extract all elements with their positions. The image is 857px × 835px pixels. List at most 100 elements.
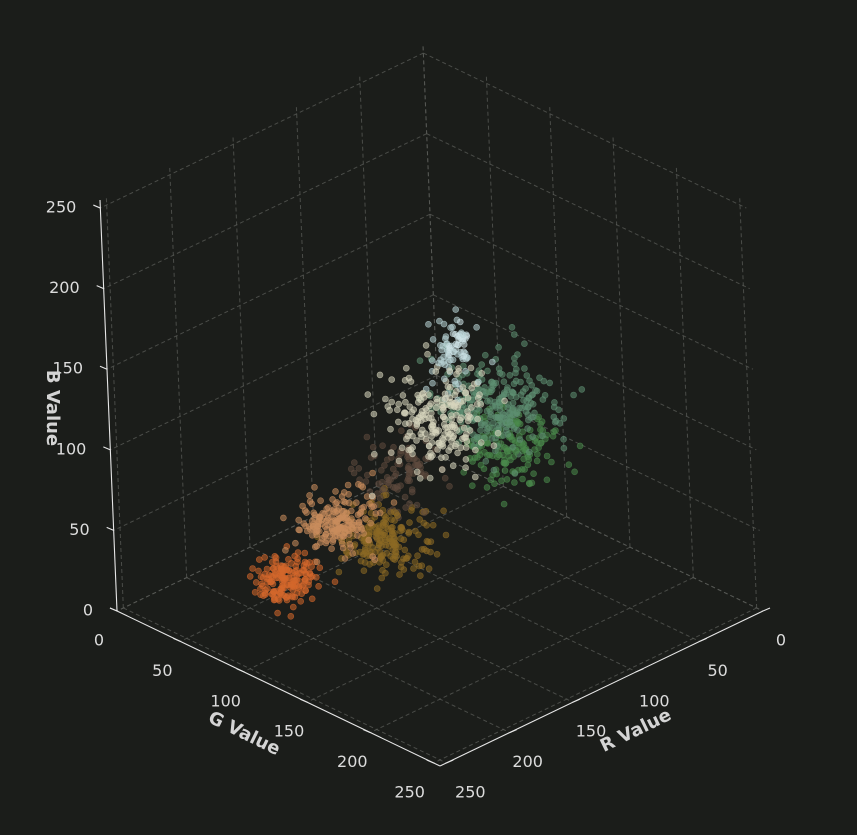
scatter-point xyxy=(348,523,356,531)
scatter-point xyxy=(378,574,386,582)
scatter-point xyxy=(525,448,533,456)
scatter-point xyxy=(502,445,510,452)
scatter-point xyxy=(523,372,531,379)
scatter-point xyxy=(375,527,383,535)
wall-gridline xyxy=(422,44,441,457)
scatter-point xyxy=(370,410,378,418)
scatter-point xyxy=(280,592,288,599)
r-axis-line xyxy=(439,610,764,767)
scatter-point xyxy=(528,381,536,389)
scatter-point xyxy=(373,535,381,543)
scatter-point xyxy=(379,442,386,450)
g-tick-label: 250 xyxy=(394,782,425,801)
scatter-point xyxy=(484,440,492,447)
wall-gridline xyxy=(110,294,434,451)
scatter-point xyxy=(317,497,324,505)
scatter-point xyxy=(451,377,459,385)
scatter-point xyxy=(510,331,518,338)
scatter-point xyxy=(453,411,460,419)
scatter-point xyxy=(344,481,352,489)
scatter-point xyxy=(500,459,508,467)
scatter-point xyxy=(433,550,441,558)
scatter-point xyxy=(333,499,341,506)
scatter-point xyxy=(538,418,546,425)
scatter-point xyxy=(522,385,529,392)
scatter-point xyxy=(257,585,264,593)
scatter-point xyxy=(395,457,403,465)
scatter-point xyxy=(441,361,449,369)
scatter-point xyxy=(468,482,476,490)
scatter-point xyxy=(289,603,297,611)
scatter-point xyxy=(439,413,447,421)
scatter-point xyxy=(370,450,378,458)
scatter-point xyxy=(570,391,577,399)
scatter-point xyxy=(322,530,330,538)
scatter-point xyxy=(510,380,518,388)
scatter-point xyxy=(456,416,464,424)
scatter-point xyxy=(402,409,409,417)
scatter-point xyxy=(524,461,532,469)
axis-layer xyxy=(93,199,771,767)
scatter-point xyxy=(391,517,398,524)
scatter-point xyxy=(263,585,271,592)
scatter-point xyxy=(483,428,491,435)
scatter-point xyxy=(387,509,395,516)
scatter-point xyxy=(468,384,476,392)
wall-gridline xyxy=(675,166,694,578)
scatter-point xyxy=(280,514,287,522)
scatter-point xyxy=(407,466,414,474)
scatter-point xyxy=(428,357,436,364)
scatter-point xyxy=(345,490,352,498)
scatter-point xyxy=(481,448,488,456)
scatter-point xyxy=(449,356,457,364)
b-tick-mark xyxy=(109,607,118,612)
r-tick-label: 0 xyxy=(776,631,786,650)
scatter-point xyxy=(397,482,404,490)
scatter-point xyxy=(409,415,416,423)
scatter-point xyxy=(397,427,405,435)
scatter-point xyxy=(473,400,481,408)
scatter-point xyxy=(364,391,372,398)
scatter-point xyxy=(249,565,256,572)
scatter-point xyxy=(400,555,407,563)
scatter-point xyxy=(405,528,413,536)
scatter-point xyxy=(519,475,526,483)
scatter-point xyxy=(382,561,390,569)
scatter-point xyxy=(451,403,458,411)
scatter-point xyxy=(451,391,459,399)
wall-gridline xyxy=(113,374,437,531)
b-tick-label: 200 xyxy=(49,278,80,297)
scatter-point xyxy=(405,446,413,454)
scatter-point xyxy=(429,452,436,459)
b-tick-mark xyxy=(96,285,104,290)
scatter-point xyxy=(350,459,358,466)
scatter-point xyxy=(330,508,337,515)
scatter-point xyxy=(459,435,466,443)
scatter-point xyxy=(481,434,488,442)
scatter-point xyxy=(289,593,296,601)
scatter-point xyxy=(571,468,578,476)
scatter-point xyxy=(382,395,389,403)
scatter-point xyxy=(328,527,336,535)
scatter-point xyxy=(252,579,260,586)
scatter-point xyxy=(316,513,324,521)
scatter-point xyxy=(526,480,533,488)
scatter-point xyxy=(496,369,504,377)
scatter-point xyxy=(313,558,321,566)
scatter-point xyxy=(453,370,460,378)
scatter-point xyxy=(498,477,505,485)
scatter-point xyxy=(322,539,330,547)
scatter-point xyxy=(306,498,314,505)
scatter-point xyxy=(466,427,474,434)
scatter-point xyxy=(297,597,305,605)
scatter-point xyxy=(453,427,461,434)
scatter-point xyxy=(509,389,517,396)
scatter-point xyxy=(295,585,303,592)
g-tick-mark xyxy=(363,729,371,734)
scatter-point xyxy=(379,566,386,574)
scatter-point xyxy=(472,446,479,454)
wall-gridline xyxy=(426,133,750,290)
scatter-point xyxy=(261,554,269,561)
scatter-point xyxy=(503,415,511,423)
